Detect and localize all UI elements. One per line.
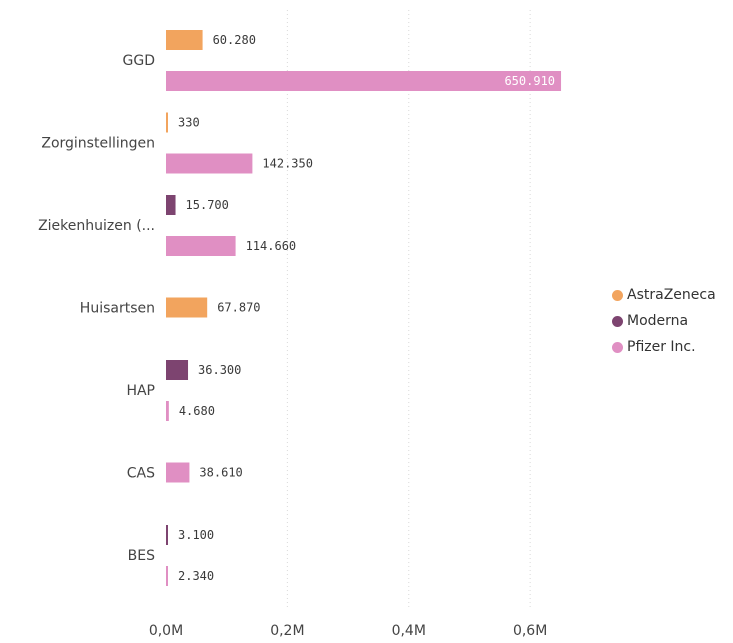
legend-label-pfizer: Pfizer Inc. xyxy=(627,339,696,355)
category-label: Zorginstellingen xyxy=(41,136,155,152)
legend-dot-pfizer xyxy=(612,341,623,353)
bar-ziekenhuizen-moderna[interactable] xyxy=(166,195,176,215)
x-tick-label: 0,2M xyxy=(270,623,304,639)
category-labels: GGD Zorginstellingen Ziekenhuizen (... Huis… xyxy=(38,53,155,564)
data-label-huisartsen-astrazeneca: 67.870 xyxy=(217,301,260,315)
bar-bes-pfizer-inc[interactable] xyxy=(166,566,168,586)
x-tick-label: 0,0M xyxy=(149,623,183,639)
category-label: CAS xyxy=(127,466,155,482)
data-label-zorginstellingen-pfizer-inc: 142.350 xyxy=(262,157,313,171)
data-label-ziekenhuizen-moderna: 15.700 xyxy=(186,198,229,212)
legend-label-astrazeneca: AstraZeneca xyxy=(627,287,716,303)
legend-dot-astrazeneca xyxy=(612,289,623,301)
bar-bes-moderna[interactable] xyxy=(166,525,168,545)
data-labels: 60.280 650.910 330 142.350 15.700 114.660 67.8… xyxy=(178,33,555,583)
legend: AstraZeneca Moderna Pfizer Inc. xyxy=(612,282,716,360)
category-label: HAP xyxy=(126,383,155,399)
x-tick-label: 0,4M xyxy=(392,623,426,639)
legend-label-moderna: Moderna xyxy=(627,313,689,329)
data-label-hap-pfizer-inc: 4.680 xyxy=(179,404,215,418)
x-axis-ticks: 0,0M 0,2M 0,4M 0,6M xyxy=(149,623,547,639)
data-label-hap-moderna: 36.300 xyxy=(198,363,241,377)
bar-cas-pfizer-inc[interactable] xyxy=(166,462,190,483)
bar-ggd-astrazeneca[interactable] xyxy=(166,30,203,50)
category-label: GGD xyxy=(123,53,155,69)
legend-item-moderna[interactable]: Moderna xyxy=(612,308,716,334)
data-label-ziekenhuizen-pfizer-inc: 114.660 xyxy=(246,239,297,253)
legend-dot-moderna xyxy=(612,315,623,327)
data-label-cas-pfizer-inc: 38.610 xyxy=(199,466,242,480)
data-label-ggd-pfizer-inc: 650.910 xyxy=(504,74,555,88)
bar-huisartsen-astrazeneca[interactable] xyxy=(166,297,208,318)
x-tick-label: 0,6M xyxy=(513,623,547,639)
bar-ggd-pfizer-inc[interactable] xyxy=(166,71,562,91)
bar-hap-pfizer-inc[interactable] xyxy=(166,401,169,421)
category-label: BES xyxy=(128,548,155,564)
data-label-zorginstellingen-astrazeneca: 330 xyxy=(178,116,200,130)
data-label-bes-moderna: 3.100 xyxy=(178,528,214,542)
legend-item-pfizer[interactable]: Pfizer Inc. xyxy=(612,334,716,360)
bars xyxy=(166,30,562,586)
legend-item-astrazeneca[interactable]: AstraZeneca xyxy=(612,282,716,308)
bar-ziekenhuizen-pfizer-inc[interactable] xyxy=(166,236,236,256)
data-label-ggd-astrazeneca: 60.280 xyxy=(213,33,256,47)
gridlines xyxy=(286,10,531,610)
bar-zorginstellingen-pfizer-inc[interactable] xyxy=(166,153,253,174)
category-label: Ziekenhuizen (... xyxy=(38,218,155,234)
bar-hap-moderna[interactable] xyxy=(166,360,189,380)
category-label: Huisartsen xyxy=(80,301,155,317)
bar-zorginstellingen-astrazeneca[interactable] xyxy=(166,112,168,133)
data-label-bes-pfizer-inc: 2.340 xyxy=(178,569,214,583)
